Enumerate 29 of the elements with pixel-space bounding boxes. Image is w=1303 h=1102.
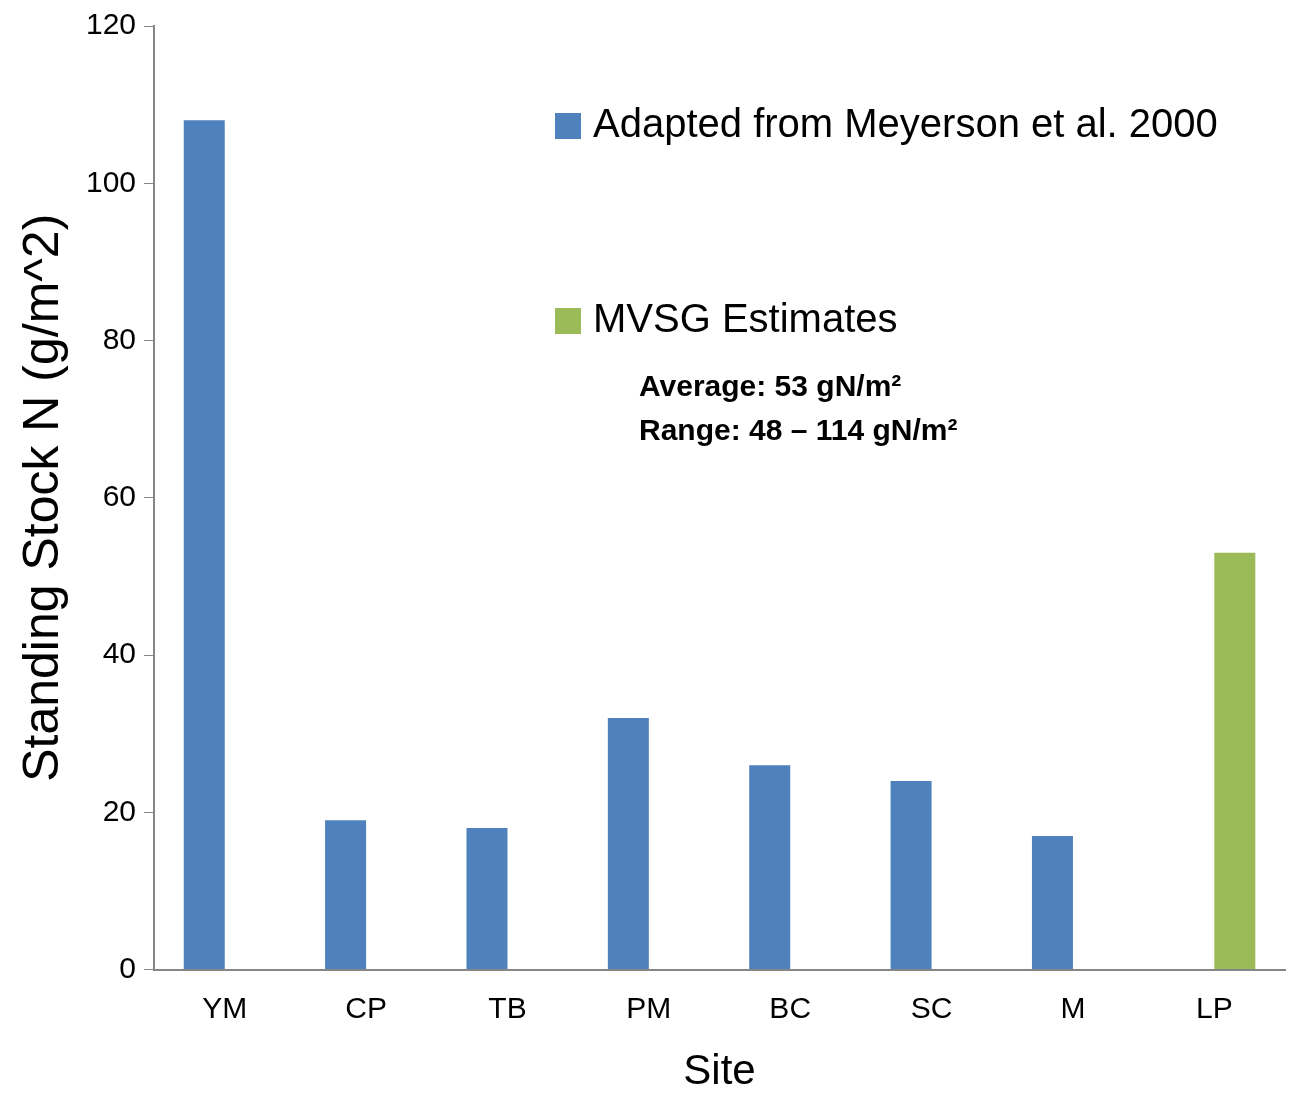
bar [1031,835,1073,970]
y-tick-label: 0 [119,950,137,984]
bar [607,717,649,970]
y-tick-label: 40 [102,636,137,670]
x-tick-label: YM [202,990,248,1024]
bar [183,120,225,970]
x-tick-label: TB [488,990,527,1024]
bar [1214,552,1256,970]
x-tick-label: M [1060,990,1086,1024]
y-tick-label: 80 [102,321,137,355]
y-tick-label: 100 [85,164,137,198]
bar [749,765,791,970]
annotation: Range: 48 – 114 gN/m² [639,413,958,447]
x-tick-label: PM [626,990,672,1024]
bar [890,780,932,970]
bar [466,828,508,970]
y-tick-label: 60 [102,479,137,513]
annotation: Average: 53 gN/m² [639,369,902,403]
bar [325,820,367,970]
x-tick-label: LP [1195,990,1233,1024]
x-tick-label: BC [769,990,812,1024]
y-tick-label: 20 [102,793,137,827]
x-tick-label: SC [910,990,953,1024]
legend-label: MVSG Estimates [593,296,898,341]
x-axis-title: Site [683,1046,756,1094]
x-tick-label: CP [345,990,387,1024]
y-tick-label: 120 [85,7,137,41]
y-axis-title: Standing Stock N (g/m^2) [12,213,69,782]
legend-label: Adapted from Meyerson et al. 2000 [593,101,1218,146]
